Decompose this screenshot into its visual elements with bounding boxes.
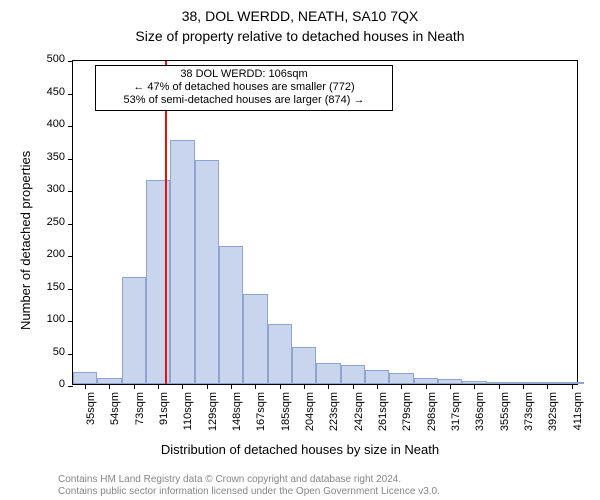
x-tick-mark <box>426 384 427 389</box>
footer-line: Contains HM Land Registry data © Crown c… <box>58 474 600 486</box>
chart-title-line2: Size of property relative to detached ho… <box>0 28 600 44</box>
x-tick-label: 129sqm <box>207 392 219 431</box>
histogram-bar <box>243 294 267 384</box>
histogram-bar <box>122 277 146 384</box>
y-tick-label: 0 <box>59 378 73 390</box>
histogram-bar <box>219 246 243 384</box>
x-tick-mark <box>280 384 281 389</box>
x-tick-mark <box>474 384 475 389</box>
y-tick-label: 200 <box>47 248 73 260</box>
x-tick-mark <box>158 384 159 389</box>
chart-container: 38, DOL WERDD, NEATH, SA10 7QX Size of p… <box>0 0 600 500</box>
y-tick-label: 350 <box>47 151 73 163</box>
histogram-bar <box>73 372 97 384</box>
x-tick-mark <box>450 384 451 389</box>
histogram-bar <box>316 363 340 384</box>
histogram-bar <box>365 370 389 384</box>
x-tick-label: 261sqm <box>377 392 389 431</box>
x-tick-mark <box>85 384 86 389</box>
x-tick-label: 73sqm <box>134 392 146 425</box>
annotation-line: 53% of semi-detached houses are larger (… <box>102 94 386 107</box>
x-tick-label: 91sqm <box>158 392 170 425</box>
x-tick-mark <box>255 384 256 389</box>
y-tick-label: 150 <box>47 281 73 293</box>
histogram-bar <box>341 365 365 384</box>
x-tick-label: 355sqm <box>499 392 511 431</box>
x-tick-mark <box>182 384 183 389</box>
x-axis-label: Distribution of detached houses by size … <box>0 442 600 457</box>
plot-area: 05010015020025030035040045050035sqm54sqm… <box>72 60 578 385</box>
x-tick-label: 223sqm <box>328 392 340 431</box>
y-axis-label: Number of detached properties <box>18 151 33 330</box>
x-tick-label: 110sqm <box>182 392 194 430</box>
y-tick-label: 50 <box>53 346 73 358</box>
histogram-bar <box>268 324 292 384</box>
x-tick-mark <box>231 384 232 389</box>
x-tick-label: 336sqm <box>474 392 486 431</box>
x-tick-label: 204sqm <box>304 392 316 431</box>
x-tick-mark <box>328 384 329 389</box>
x-tick-label: 54sqm <box>109 392 121 425</box>
x-tick-mark <box>499 384 500 389</box>
annotation-line: 38 DOL WERDD: 106sqm <box>102 68 386 81</box>
x-tick-mark <box>523 384 524 389</box>
x-tick-label: 148sqm <box>231 392 243 431</box>
x-tick-mark <box>547 384 548 389</box>
x-tick-mark <box>304 384 305 389</box>
footer-line: Contains public sector information licen… <box>58 486 600 498</box>
x-tick-mark <box>401 384 402 389</box>
x-tick-label: 185sqm <box>280 392 292 431</box>
x-tick-mark <box>134 384 135 389</box>
y-tick-label: 500 <box>47 53 73 65</box>
annotation-box: 38 DOL WERDD: 106sqm← 47% of detached ho… <box>95 65 393 111</box>
histogram-bar <box>292 347 316 384</box>
x-tick-label: 411sqm <box>572 392 584 430</box>
x-tick-mark <box>109 384 110 389</box>
x-tick-label: 167sqm <box>255 392 267 431</box>
x-tick-mark <box>207 384 208 389</box>
x-tick-label: 392sqm <box>547 392 559 431</box>
x-tick-mark <box>572 384 573 389</box>
y-tick-label: 400 <box>47 118 73 130</box>
footer-attribution: Contains HM Land Registry data © Crown c… <box>58 474 600 498</box>
chart-title-line1: 38, DOL WERDD, NEATH, SA10 7QX <box>0 8 600 24</box>
x-tick-label: 279sqm <box>401 392 413 431</box>
x-tick-label: 35sqm <box>85 392 97 425</box>
x-tick-label: 242sqm <box>353 392 365 431</box>
x-tick-label: 373sqm <box>523 392 535 431</box>
histogram-bar <box>170 140 194 384</box>
y-tick-label: 250 <box>47 216 73 228</box>
histogram-bar <box>389 373 413 384</box>
y-tick-label: 450 <box>47 86 73 98</box>
x-tick-mark <box>377 384 378 389</box>
x-tick-label: 298sqm <box>426 392 438 431</box>
histogram-bar <box>195 160 219 384</box>
x-tick-mark <box>353 384 354 389</box>
x-tick-label: 317sqm <box>450 392 462 431</box>
y-tick-label: 300 <box>47 183 73 195</box>
y-tick-label: 100 <box>47 313 73 325</box>
annotation-line: ← 47% of detached houses are smaller (77… <box>102 81 386 94</box>
